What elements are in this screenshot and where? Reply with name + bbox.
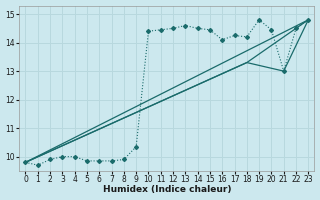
X-axis label: Humidex (Indice chaleur): Humidex (Indice chaleur) [103,185,231,194]
